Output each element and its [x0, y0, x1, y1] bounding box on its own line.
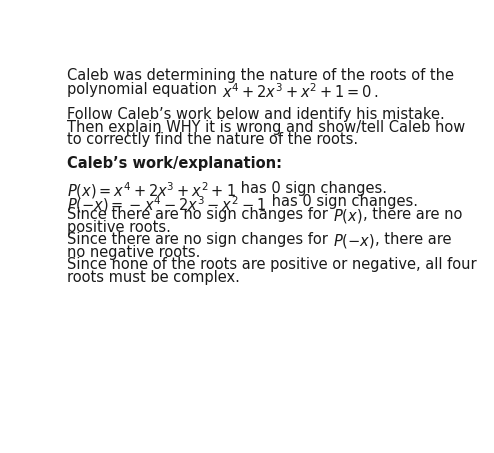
Text: Since there are no sign changes for: Since there are no sign changes for — [68, 207, 333, 222]
Text: $P(x)$: $P(x)$ — [333, 207, 363, 225]
Text: has 0 sign changes.: has 0 sign changes. — [237, 181, 387, 196]
Text: positive roots.: positive roots. — [68, 220, 171, 235]
Text: $P(-x)$: $P(-x)$ — [333, 232, 375, 250]
Text: $P(x) = x^4 + 2x^3 + x^2 + 1$: $P(x) = x^4 + 2x^3 + x^2 + 1$ — [68, 181, 237, 201]
Text: no negative roots.: no negative roots. — [68, 245, 201, 260]
Text: Caleb was determining the nature of the roots of the: Caleb was determining the nature of the … — [68, 68, 454, 83]
Text: , there are: , there are — [375, 232, 452, 247]
Text: has 0 sign changes.: has 0 sign changes. — [267, 194, 417, 209]
Text: roots must be complex.: roots must be complex. — [68, 270, 241, 285]
Text: Caleb’s work/explanation:: Caleb’s work/explanation: — [68, 155, 283, 170]
Text: $P(-x) = -x^4 - 2x^3 - x^2 - 1$: $P(-x) = -x^4 - 2x^3 - x^2 - 1$ — [68, 194, 267, 215]
Text: Since none of the roots are positive or negative, all four: Since none of the roots are positive or … — [68, 257, 477, 272]
Text: , there are no: , there are no — [363, 207, 462, 222]
Text: Since there are no sign changes for: Since there are no sign changes for — [68, 232, 333, 247]
Text: polynomial equation: polynomial equation — [68, 82, 222, 97]
Text: Then explain WHY it is wrong and show/tell Caleb how: Then explain WHY it is wrong and show/te… — [68, 120, 466, 135]
Text: $x^4 + 2x^3 + x^2 + 1 = 0\,.$: $x^4 + 2x^3 + x^2 + 1 = 0\,.$ — [222, 82, 379, 101]
Text: to correctly find the nature of the roots.: to correctly find the nature of the root… — [68, 132, 359, 148]
Text: Follow Caleb’s work below and identify his mistake.: Follow Caleb’s work below and identify h… — [68, 107, 445, 122]
